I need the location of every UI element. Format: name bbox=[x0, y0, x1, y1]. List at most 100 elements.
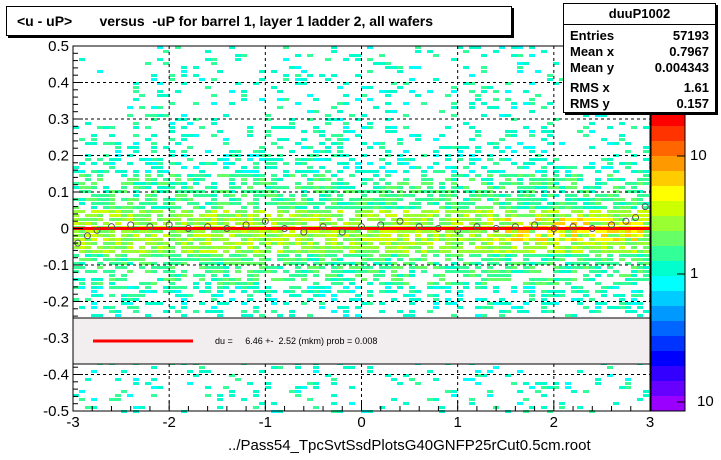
heatmap-cell bbox=[91, 242, 97, 245]
heatmap-cell bbox=[637, 234, 643, 237]
heatmap-cell bbox=[565, 266, 571, 269]
heatmap-cell bbox=[127, 214, 133, 217]
heatmap-cell bbox=[607, 194, 613, 197]
heatmap-cell bbox=[541, 150, 547, 153]
heatmap-cell bbox=[343, 230, 349, 233]
heatmap-cell bbox=[121, 186, 127, 189]
heatmap-cell bbox=[409, 286, 415, 289]
heatmap-cell bbox=[463, 66, 469, 69]
heatmap-cell bbox=[445, 266, 451, 269]
heatmap-cell bbox=[541, 198, 547, 201]
heatmap-cell bbox=[547, 242, 553, 245]
palette-swatch bbox=[651, 261, 685, 277]
heatmap-cell bbox=[121, 238, 127, 241]
heatmap-cell bbox=[529, 110, 535, 113]
heatmap-cell bbox=[181, 182, 187, 185]
heatmap-cell bbox=[421, 238, 427, 241]
heatmap-cell bbox=[643, 214, 649, 217]
heatmap-cell bbox=[307, 94, 313, 97]
heatmap-cell bbox=[385, 242, 391, 245]
heatmap-cell bbox=[523, 238, 529, 241]
heatmap-cell bbox=[301, 70, 307, 73]
heatmap-cell bbox=[235, 250, 241, 253]
heatmap-cell bbox=[379, 198, 385, 201]
heatmap-cell bbox=[637, 242, 643, 245]
heatmap-cell bbox=[355, 202, 361, 205]
heatmap-cell bbox=[247, 278, 253, 281]
heatmap-cell bbox=[553, 222, 559, 225]
heatmap-cell bbox=[631, 126, 637, 129]
heatmap-cell bbox=[577, 218, 583, 221]
heatmap-cell bbox=[553, 282, 559, 285]
heatmap-cell bbox=[565, 206, 571, 209]
heatmap-cell bbox=[391, 378, 397, 381]
heatmap-cell bbox=[397, 66, 403, 69]
heatmap-cell bbox=[265, 134, 271, 137]
heatmap-cell bbox=[553, 238, 559, 241]
heatmap-cell bbox=[187, 134, 193, 137]
heatmap-cell bbox=[277, 222, 283, 225]
heatmap-cell bbox=[259, 314, 265, 317]
heatmap-cell bbox=[133, 142, 139, 145]
heatmap-cell bbox=[625, 302, 631, 305]
x-tick-label: 3 bbox=[646, 414, 654, 431]
heatmap-cell bbox=[331, 50, 337, 53]
heatmap-cell bbox=[643, 262, 649, 265]
heatmap-cell bbox=[187, 218, 193, 221]
heatmap-cell bbox=[391, 110, 397, 113]
heatmap-cell bbox=[643, 230, 649, 233]
heatmap-cell bbox=[523, 126, 529, 129]
heatmap-cell bbox=[517, 194, 523, 197]
heatmap-cell bbox=[607, 254, 613, 257]
heatmap-cell bbox=[403, 82, 409, 85]
heatmap-cell bbox=[109, 162, 115, 165]
heatmap-cell bbox=[337, 186, 343, 189]
heatmap-cell bbox=[85, 378, 91, 381]
heatmap-cell bbox=[589, 162, 595, 165]
heatmap-cell bbox=[181, 246, 187, 249]
heatmap-cell bbox=[265, 238, 271, 241]
heatmap-cell bbox=[541, 194, 547, 197]
heatmap-cell bbox=[439, 274, 445, 277]
heatmap-cell bbox=[331, 402, 337, 405]
heatmap-cell bbox=[271, 186, 277, 189]
heatmap-cell bbox=[115, 150, 121, 153]
heatmap-cell bbox=[97, 278, 103, 281]
heatmap-cell bbox=[313, 382, 319, 385]
heatmap-cell bbox=[583, 234, 589, 237]
heatmap-cell bbox=[487, 170, 493, 173]
heatmap-cell bbox=[481, 250, 487, 253]
heatmap-cell bbox=[631, 250, 637, 253]
heatmap-cell bbox=[493, 274, 499, 277]
heatmap-cell bbox=[505, 158, 511, 161]
heatmap-cell bbox=[571, 206, 577, 209]
heatmap-cell bbox=[487, 302, 493, 305]
heatmap-cell bbox=[175, 286, 181, 289]
heatmap-cell bbox=[355, 230, 361, 233]
heatmap-cell bbox=[247, 242, 253, 245]
heatmap-cell bbox=[421, 102, 427, 105]
heatmap-cell bbox=[457, 210, 463, 213]
heatmap-cell bbox=[103, 230, 109, 233]
heatmap-cell bbox=[97, 70, 103, 73]
heatmap-cell bbox=[151, 74, 157, 77]
heatmap-cell bbox=[481, 314, 487, 317]
heatmap-cell bbox=[265, 234, 271, 237]
heatmap-cell bbox=[613, 198, 619, 201]
heatmap-cell bbox=[541, 386, 547, 389]
heatmap-cell bbox=[271, 302, 277, 305]
heatmap-cell bbox=[571, 210, 577, 213]
heatmap-cell bbox=[331, 294, 337, 297]
heatmap-cell bbox=[499, 254, 505, 257]
heatmap-cell bbox=[505, 178, 511, 181]
heatmap-cell bbox=[343, 182, 349, 185]
heatmap-cell bbox=[619, 302, 625, 305]
heatmap-cell bbox=[181, 238, 187, 241]
heatmap-cell bbox=[349, 186, 355, 189]
heatmap-cell bbox=[343, 278, 349, 281]
heatmap-cell bbox=[403, 242, 409, 245]
heatmap-cell bbox=[145, 222, 151, 225]
heatmap-cell bbox=[493, 258, 499, 261]
heatmap-cell bbox=[487, 254, 493, 257]
heatmap-cell bbox=[109, 230, 115, 233]
